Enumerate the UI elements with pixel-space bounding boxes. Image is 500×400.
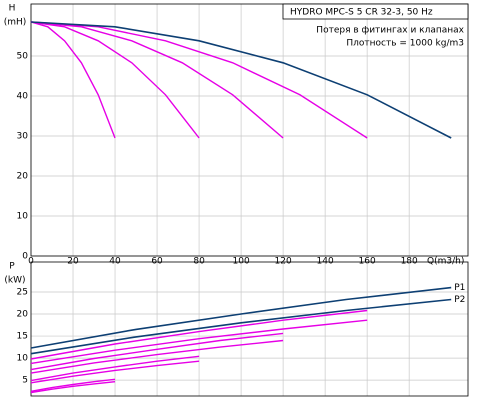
x-tick-label: 100	[233, 257, 250, 267]
plot-frame	[30, 261, 469, 397]
curve	[30, 309, 368, 360]
curve	[30, 319, 368, 365]
y-tick-label: 20	[17, 172, 29, 182]
curve	[30, 381, 116, 394]
x-tick-label: 60	[151, 257, 163, 267]
curve	[30, 360, 200, 384]
curve	[30, 21, 116, 139]
y-axis-label: H	[9, 4, 16, 14]
curve	[30, 21, 452, 139]
x-tick-label: 0	[28, 257, 34, 267]
y-tick-label: 50	[17, 52, 29, 62]
y-tick-label: 40	[17, 92, 29, 102]
chart-title: HYDRO MPC-S 5 CR 32-3, 50 Hz	[290, 8, 433, 18]
y-tick-label: 10	[17, 212, 29, 222]
curve	[30, 21, 200, 139]
curve	[30, 21, 284, 139]
series-label: P2	[454, 295, 465, 305]
y-axis-unit: (mH)	[4, 18, 27, 28]
y-tick-label: 0	[22, 252, 28, 262]
x-tick-label: 120	[275, 257, 292, 267]
curve	[30, 286, 452, 349]
y-tick-label: 25	[17, 287, 28, 297]
curve	[30, 339, 284, 374]
curve	[30, 332, 284, 371]
x-tick-label: 80	[193, 257, 205, 267]
y-tick-label: 20	[17, 310, 29, 320]
y-tick-label: 5	[22, 376, 28, 386]
curve	[30, 298, 452, 355]
y-axis-unit: (kW)	[4, 276, 25, 286]
y-tick-label: 30	[17, 132, 29, 142]
x-tick-label: 180	[401, 257, 418, 267]
x-tick-label: 20	[67, 257, 79, 267]
annotation: Потеря в фитингах и клапанах	[316, 26, 464, 36]
annotation: Плотность = 1000 kg/m3	[346, 39, 464, 49]
x-axis-label: Q(m3/h)	[427, 257, 464, 267]
curve	[30, 355, 200, 382]
title-box	[282, 3, 469, 20]
series-label: P1	[454, 283, 465, 293]
x-tick-label: 140	[317, 257, 334, 267]
x-tick-label: 40	[109, 257, 121, 267]
x-tick-label: 160	[359, 257, 376, 267]
y-tick-label: 15	[17, 332, 28, 342]
y-axis-label: P	[9, 262, 15, 272]
curve	[30, 378, 116, 392]
y-tick-label: 10	[17, 354, 29, 364]
plot-frame	[30, 3, 469, 257]
